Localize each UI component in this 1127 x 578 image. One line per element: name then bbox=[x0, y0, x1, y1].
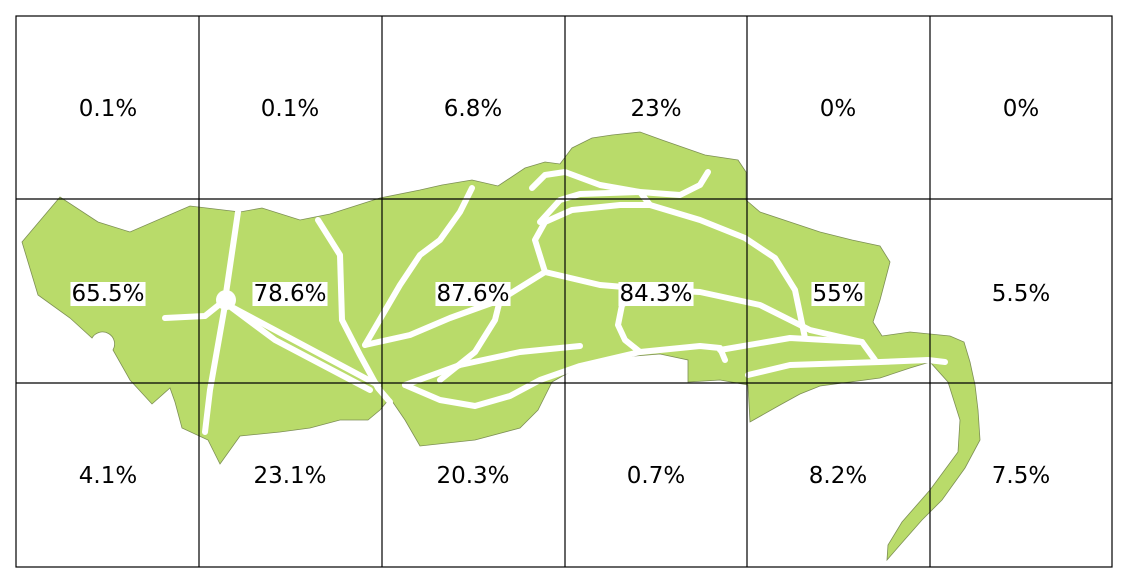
cell-label-0-1: 0.1% bbox=[261, 96, 319, 122]
label-bg-1-0 bbox=[70, 282, 146, 306]
cell-label-2-5: 7.5% bbox=[992, 463, 1050, 489]
road-central-north bbox=[315, 217, 393, 405]
road-mid-diagonal bbox=[362, 269, 548, 348]
cell-label-0-5: 0% bbox=[1003, 96, 1040, 122]
cell-1-4: 55% bbox=[811, 281, 865, 307]
grid-lines bbox=[15, 15, 1113, 568]
road-central-spine bbox=[362, 185, 475, 348]
road-diagonal-sw bbox=[225, 302, 381, 388]
cell-1-3: 84.3% bbox=[618, 281, 694, 307]
cell-1-1: 78.6% bbox=[252, 281, 328, 307]
cell-label-1-5: 5.5% bbox=[992, 281, 1050, 307]
road-southeast-link bbox=[717, 335, 865, 353]
cell-label-0-4: 0% bbox=[820, 96, 857, 122]
cell-label-1-3: 84.3% bbox=[619, 281, 692, 307]
label-bg-1-2 bbox=[435, 282, 511, 306]
cell-label-1-2: 87.6% bbox=[436, 281, 509, 307]
cell-2-2: 20.3% bbox=[436, 463, 509, 489]
cell-2-4: 8.2% bbox=[809, 463, 867, 489]
label-bg-1-3 bbox=[618, 282, 694, 306]
road-north-curve bbox=[222, 209, 241, 303]
cell-2-1: 23.1% bbox=[253, 463, 326, 489]
grid-border bbox=[15, 15, 1113, 568]
roundabout bbox=[216, 290, 236, 310]
cell-label-0-2: 6.8% bbox=[444, 96, 502, 122]
land-area bbox=[21, 131, 981, 562]
label-bg-1-4 bbox=[811, 282, 865, 306]
cell-label-0-0: 0.1% bbox=[79, 96, 137, 122]
cell-label-2-4: 8.2% bbox=[809, 463, 867, 489]
label-bg-1-1 bbox=[252, 282, 328, 306]
road-south-arc bbox=[402, 343, 728, 409]
cell-label-0-3: 23% bbox=[630, 96, 681, 122]
land-polygon bbox=[21, 131, 981, 562]
cell-0-0: 0.1% bbox=[79, 96, 137, 122]
cell-1-5: 5.5% bbox=[992, 281, 1050, 307]
cell-2-3: 0.7% bbox=[627, 463, 685, 489]
cell-0-5: 0% bbox=[1003, 96, 1040, 122]
cell-label-2-2: 20.3% bbox=[436, 463, 509, 489]
cell-1-2: 87.6% bbox=[435, 281, 511, 307]
road-east-spur bbox=[745, 357, 948, 378]
cell-label-2-3: 0.7% bbox=[627, 463, 685, 489]
road-north-hook bbox=[529, 169, 711, 198]
cell-0-4: 0% bbox=[820, 96, 857, 122]
cell-label-2-0: 4.1% bbox=[79, 463, 137, 489]
road-loop-west bbox=[225, 302, 373, 393]
cell-2-0: 4.1% bbox=[79, 463, 137, 489]
cell-label-1-0: 65.5% bbox=[71, 281, 144, 307]
cell-label-1-4: 55% bbox=[812, 281, 863, 307]
cell-2-5: 7.5% bbox=[992, 463, 1050, 489]
cell-1-0: 65.5% bbox=[70, 281, 146, 307]
cell-label-1-1: 78.6% bbox=[253, 281, 326, 307]
cell-0-2: 6.8% bbox=[444, 96, 502, 122]
road-south-diagonal bbox=[402, 343, 583, 388]
road-network bbox=[162, 169, 948, 435]
road-north-link bbox=[537, 189, 653, 225]
cell-0-3: 23% bbox=[630, 96, 681, 122]
cell-label-2-1: 23.1% bbox=[253, 463, 326, 489]
road-southwest bbox=[202, 302, 228, 435]
cell-labels: 0.1% 0.1% 6.8% 23% 0% 0% 65.5% 78.6% 87.… bbox=[70, 96, 1050, 489]
cell-0-1: 0.1% bbox=[261, 96, 319, 122]
